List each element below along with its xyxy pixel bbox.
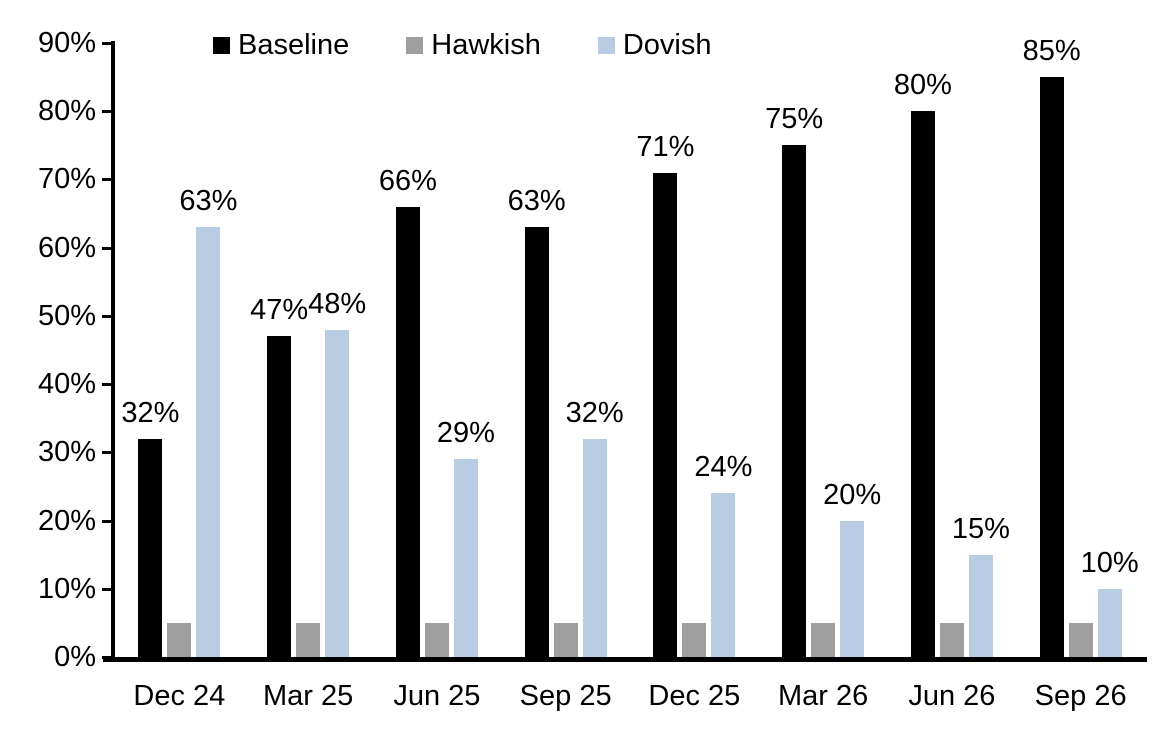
bar-dovish-jun-25 (453, 459, 478, 657)
bar-dovish-mar-25 (325, 329, 350, 657)
y-axis-label-50: 50% (37, 299, 96, 332)
data-label-dovish-mar-26: 20% (823, 478, 882, 511)
y-axis-label-10: 10% (37, 572, 96, 605)
legend-item-dovish: Dovish (597, 28, 712, 62)
legend-swatch-baseline (213, 36, 230, 54)
y-axis-tick-50 (102, 314, 112, 318)
bar-baseline-dec-25 (653, 172, 678, 657)
bar-baseline-mar-26 (782, 145, 807, 657)
bar-baseline-sep-25 (524, 227, 549, 657)
data-label-baseline-dec-24: 32% (121, 396, 180, 429)
data-label-dovish-dec-25: 24% (694, 451, 753, 484)
bar-dovish-mar-26 (840, 520, 865, 657)
x-axis-label-mar-26: Mar 26 (777, 680, 869, 712)
y-axis-tick-60 (102, 246, 112, 250)
legend-label-dovish: Dovish (622, 29, 712, 61)
data-label-baseline-dec-25: 71% (636, 130, 695, 163)
data-label-dovish-sep-26: 10% (1080, 546, 1139, 579)
y-axis-label-60: 60% (37, 231, 96, 264)
legend-item-hawkish: Hawkish (406, 28, 541, 62)
y-axis-tick-40 (102, 383, 112, 387)
data-label-baseline-mar-25: 47% (250, 294, 309, 327)
y-axis-tick-20 (102, 519, 112, 523)
data-label-baseline-sep-26: 85% (1022, 35, 1081, 68)
bar-baseline-dec-24 (138, 438, 163, 657)
y-axis-tick-10 (102, 587, 112, 591)
y-axis-line (111, 41, 115, 662)
x-axis-label-sep-25: Sep 25 (519, 680, 612, 712)
chart-legend: Baseline Hawkish Dovish (213, 28, 712, 62)
data-label-dovish-jun-25: 29% (436, 417, 495, 450)
y-axis-label-20: 20% (37, 504, 96, 537)
y-axis-tick-80 (102, 110, 112, 114)
y-axis-tick-70 (102, 178, 112, 182)
bar-baseline-jun-25 (395, 206, 420, 657)
y-axis-label-90: 90% (37, 27, 96, 59)
x-axis-line (103, 657, 1147, 662)
x-axis-label-jun-26: Jun 26 (908, 680, 996, 712)
y-axis-label-80: 80% (37, 95, 96, 128)
y-axis-tick-0 (102, 656, 112, 659)
data-label-baseline-mar-26: 75% (765, 103, 824, 136)
x-axis-label-jun-25: Jun 25 (393, 680, 481, 712)
data-label-baseline-sep-25: 63% (507, 185, 566, 218)
y-axis-tick-30 (102, 451, 112, 455)
bar-dovish-jun-26 (968, 554, 993, 657)
bar-hawkish-mar-26 (811, 622, 836, 657)
legend-label-hawkish: Hawkish (431, 29, 541, 61)
legend-swatch-hawkish (406, 36, 424, 54)
x-axis-label-sep-26: Sep 26 (1034, 680, 1127, 712)
data-label-dovish-dec-24: 63% (179, 185, 238, 218)
bar-hawkish-sep-25 (553, 622, 578, 657)
bar-dovish-sep-26 (1097, 588, 1122, 657)
y-axis-label-0: 0% (54, 641, 96, 673)
bar-hawkish-sep-26 (1068, 622, 1093, 657)
y-axis-label-40: 40% (37, 368, 96, 401)
data-label-dovish-mar-25: 48% (308, 287, 367, 320)
legend-label-baseline: Baseline (238, 29, 350, 61)
legend-item-baseline: Baseline (213, 28, 349, 62)
y-axis-label-70: 70% (37, 163, 96, 196)
data-label-dovish-sep-25: 32% (565, 396, 624, 429)
bar-hawkish-dec-24 (167, 622, 192, 657)
data-label-baseline-jun-25: 66% (378, 164, 437, 197)
legend-swatch-dovish (597, 36, 615, 54)
bar-hawkish-jun-26 (939, 622, 964, 657)
bar-dovish-dec-24 (196, 227, 221, 657)
data-label-dovish-jun-26: 15% (951, 512, 1010, 545)
bar-dovish-sep-25 (582, 438, 607, 657)
bar-hawkish-jun-25 (424, 622, 449, 657)
x-axis-label-mar-25: Mar 25 (262, 680, 354, 712)
y-axis-tick-90 (102, 42, 112, 45)
bar-baseline-mar-25 (267, 336, 292, 657)
y-axis-label-30: 30% (37, 436, 96, 469)
data-label-baseline-jun-26: 80% (893, 69, 952, 102)
bar-hawkish-dec-25 (682, 622, 707, 657)
bar-dovish-dec-25 (711, 493, 736, 657)
x-axis-label-dec-24: Dec 24 (133, 680, 226, 712)
bar-baseline-sep-26 (1039, 77, 1064, 657)
x-axis-label-dec-25: Dec 25 (648, 680, 741, 712)
bar-hawkish-mar-25 (296, 622, 321, 657)
bar-baseline-jun-26 (910, 111, 935, 657)
